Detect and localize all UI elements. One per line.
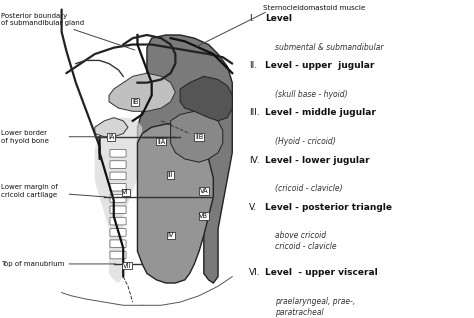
FancyBboxPatch shape: [110, 206, 126, 214]
Polygon shape: [180, 76, 232, 121]
Text: Lower border
of hyoid bone: Lower border of hyoid bone: [1, 130, 49, 144]
FancyBboxPatch shape: [110, 229, 126, 236]
Text: II.: II.: [249, 61, 257, 70]
Polygon shape: [109, 73, 175, 111]
Text: III.: III.: [249, 108, 260, 117]
Text: III: III: [168, 172, 173, 178]
Text: (cricoid - clavicle): (cricoid - clavicle): [275, 184, 343, 193]
FancyBboxPatch shape: [110, 251, 126, 259]
Text: Level - middle jugular: Level - middle jugular: [265, 108, 376, 117]
Polygon shape: [137, 124, 213, 283]
Text: VA: VA: [200, 188, 208, 194]
Text: above cricoid
cricoid - clavicle: above cricoid cricoid - clavicle: [275, 231, 337, 251]
Text: Posterior boundary
of submandibular gland: Posterior boundary of submandibular glan…: [1, 13, 84, 26]
Text: Level - posterior triangle: Level - posterior triangle: [265, 203, 392, 211]
Text: VI: VI: [122, 190, 129, 195]
Text: IIB: IIB: [195, 134, 203, 140]
Text: Level: Level: [265, 14, 292, 23]
FancyBboxPatch shape: [110, 217, 126, 225]
Text: VII: VII: [123, 263, 131, 268]
Text: Level - upper  jugular: Level - upper jugular: [265, 61, 375, 70]
Text: submental & submandibular: submental & submandibular: [275, 43, 383, 52]
Text: IIA: IIA: [157, 139, 165, 144]
Text: Sternocleidomastoid muscle: Sternocleidomastoid muscle: [263, 5, 365, 11]
Text: Lower margin of
cricoid cartilage: Lower margin of cricoid cartilage: [1, 184, 58, 198]
Text: Level  - upper visceral: Level - upper visceral: [265, 268, 378, 277]
FancyBboxPatch shape: [110, 161, 126, 169]
Text: IV: IV: [167, 232, 174, 238]
Text: I.: I.: [249, 14, 255, 23]
FancyBboxPatch shape: [110, 183, 126, 191]
Polygon shape: [95, 118, 142, 283]
Text: VB: VB: [200, 213, 208, 219]
Polygon shape: [171, 111, 223, 162]
FancyBboxPatch shape: [110, 172, 126, 180]
Text: IA: IA: [108, 134, 115, 140]
Text: IB: IB: [132, 99, 138, 105]
Text: Top of manubrium: Top of manubrium: [1, 261, 65, 267]
Text: VI.: VI.: [249, 268, 261, 277]
Text: praelaryngeal, prae-,
paratracheal: praelaryngeal, prae-, paratracheal: [275, 297, 355, 317]
Text: Level - lower jugular: Level - lower jugular: [265, 156, 370, 164]
FancyBboxPatch shape: [110, 240, 126, 247]
Polygon shape: [95, 118, 128, 137]
Polygon shape: [137, 35, 232, 283]
FancyBboxPatch shape: [110, 149, 126, 157]
Text: (skull base - hyoid): (skull base - hyoid): [275, 90, 347, 99]
Text: V.: V.: [249, 203, 257, 211]
Text: IV.: IV.: [249, 156, 259, 164]
FancyBboxPatch shape: [110, 195, 126, 202]
Text: (Hyoid - cricoid): (Hyoid - cricoid): [275, 137, 336, 146]
